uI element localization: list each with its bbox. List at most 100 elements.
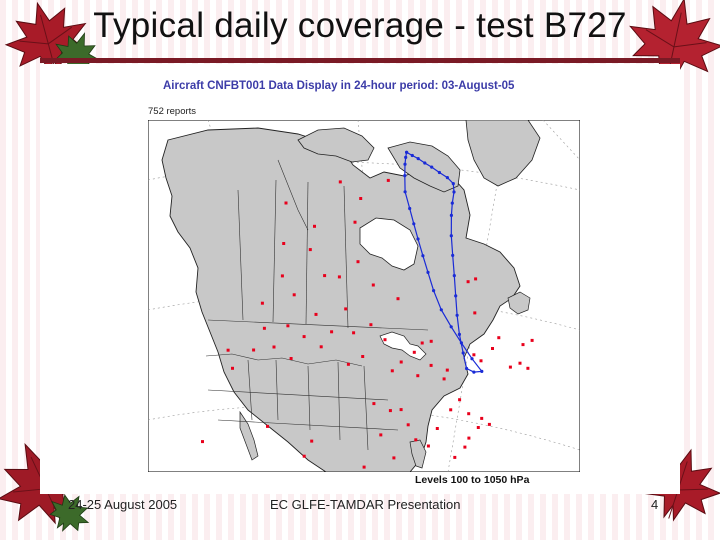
flight-track-point [451, 253, 455, 257]
report-marker [518, 361, 522, 365]
flight-track-point [423, 161, 427, 165]
report-marker [201, 440, 204, 444]
report-marker [442, 377, 446, 381]
report-marker [476, 426, 480, 429]
continent-mainland [161, 127, 521, 472]
report-marker [497, 336, 501, 340]
flight-track-point [461, 351, 465, 355]
flight-track-point [403, 174, 407, 178]
report-marker [426, 444, 430, 448]
report-marker [323, 274, 327, 278]
report-count: 752 reports [148, 106, 197, 117]
report-marker [449, 408, 453, 412]
report-marker [429, 339, 433, 343]
report-marker [337, 275, 341, 279]
baja-peninsula [239, 410, 259, 461]
report-marker [386, 178, 390, 182]
map-panel: Aircraft CNFBT001 Data Display in 24-hou… [40, 64, 680, 494]
report-markers-layer [201, 178, 534, 469]
report-marker [467, 412, 471, 416]
report-marker [420, 341, 424, 345]
report-marker [474, 277, 478, 281]
report-marker [319, 345, 323, 349]
flight-track-point [405, 150, 409, 154]
report-marker [472, 353, 476, 357]
report-marker [359, 197, 363, 200]
report-marker [266, 424, 269, 428]
flight-track-point [449, 234, 453, 238]
report-marker [396, 297, 400, 301]
arctic-islands [297, 127, 375, 163]
report-marker [231, 366, 234, 370]
hudson-bay [359, 217, 419, 271]
flight-track-point [403, 162, 407, 166]
report-marker [226, 348, 230, 352]
flight-track-point [480, 369, 484, 373]
flight-track-point [472, 370, 476, 374]
report-marker [284, 201, 288, 205]
report-marker [388, 409, 392, 413]
report-marker [369, 323, 373, 327]
levels-label: Levels 100 to 1050 hPa [415, 474, 530, 486]
flight-track-point [416, 157, 420, 161]
report-marker [406, 423, 410, 427]
report-marker [362, 465, 366, 469]
north-america-land [161, 120, 541, 472]
flight-track-point [408, 206, 412, 211]
flight-track-point [455, 313, 459, 317]
report-marker [346, 362, 350, 366]
report-marker [508, 365, 512, 369]
report-marker [521, 343, 525, 347]
report-marker [262, 326, 266, 330]
report-marker [466, 280, 470, 284]
report-marker [530, 338, 534, 342]
report-marker [344, 307, 348, 311]
footer-page-number: 4 [651, 497, 659, 512]
report-marker [272, 345, 276, 349]
newfoundland [507, 291, 531, 315]
flight-track-point [426, 270, 430, 274]
title-divider [40, 58, 680, 63]
report-marker [292, 293, 296, 297]
flight-track-point [454, 294, 458, 298]
report-marker [338, 180, 342, 184]
flight-track-point [439, 308, 443, 312]
flight-track-point [465, 366, 469, 371]
report-marker [252, 348, 256, 352]
report-marker [479, 359, 483, 363]
report-marker [371, 283, 375, 287]
report-marker [310, 439, 314, 443]
flight-track-point [452, 274, 456, 278]
report-marker [399, 408, 403, 412]
report-marker [314, 312, 318, 316]
map-canvas [148, 120, 580, 472]
flight-track-point [449, 325, 453, 329]
report-marker [458, 398, 462, 402]
report-marker [260, 301, 264, 305]
report-marker [282, 242, 286, 245]
report-marker [330, 330, 334, 334]
report-marker [390, 369, 394, 373]
report-marker [429, 363, 433, 367]
flight-track-layer [403, 150, 484, 374]
flight-track-point [457, 332, 461, 336]
flight-track-point [451, 182, 455, 186]
report-marker [280, 274, 284, 278]
report-marker [491, 347, 494, 350]
report-marker [289, 357, 293, 360]
report-marker [463, 445, 467, 449]
political-boundaries [205, 159, 429, 451]
report-marker [286, 324, 290, 328]
report-marker [435, 427, 439, 430]
report-marker [308, 248, 312, 252]
flight-track-point [403, 190, 407, 194]
greenland [465, 120, 541, 187]
flight-track-point [416, 237, 420, 241]
report-marker [473, 311, 477, 315]
map-heading: Aircraft CNFBT001 Data Display in 24-hou… [163, 80, 515, 92]
report-marker [313, 224, 316, 228]
report-marker [356, 260, 360, 264]
florida-peninsula [409, 439, 427, 469]
flight-track-point [430, 165, 434, 169]
flight-track-point [452, 190, 456, 194]
